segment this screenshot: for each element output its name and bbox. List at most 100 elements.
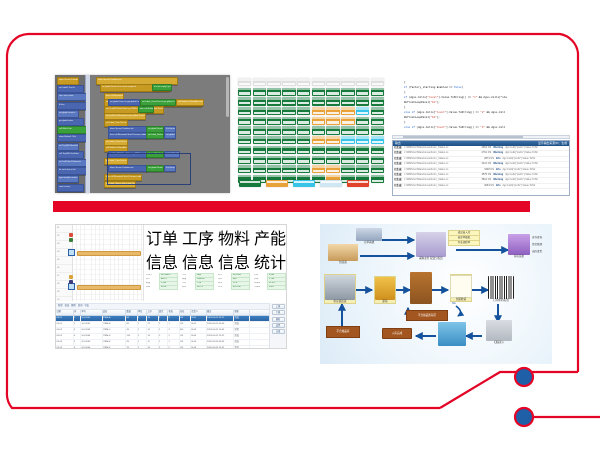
output-log-row[interactable]: 已生成 C:\WMS\src\Warehouse\Form_Status.cs 31…: [393, 162, 569, 168]
data-grid-cell[interactable]: 2024-05-02 13:22: [207, 334, 234, 339]
data-grid-cell[interactable]: 1: [159, 340, 168, 345]
data-grid-cell[interactable]: ITEM-B: [103, 322, 126, 327]
status-grid-cell[interactable]: [341, 165, 355, 174]
gantt-chart[interactable]: 0102030405060708091011 订单信息订单号SO-20451客户…: [56, 225, 286, 313]
data-grid-cell[interactable]: 05-02: [56, 334, 74, 339]
flow-node-reject-store[interactable]: 不合格品库: [326, 326, 360, 338]
status-grid-cell[interactable]: [341, 97, 355, 106]
data-grid-cell[interactable]: 10: [147, 328, 159, 333]
canvas-block[interactable]: else call Notifier1.ShowAlert notice Sca…: [146, 151, 164, 158]
status-grid-cell[interactable]: [326, 136, 340, 145]
detail-form-value[interactable]: 进行中: [195, 284, 214, 290]
data-grid-side-button[interactable]: 关闭: [271, 328, 285, 334]
status-grid-cell[interactable]: [267, 116, 281, 126]
data-grid-cell[interactable]: OK: [180, 340, 191, 345]
flow-node-label-print[interactable]: 打印条码标签: [488, 276, 514, 302]
data-grid-cell[interactable]: 1: [138, 322, 147, 327]
data-grid-cell[interactable]: ITEM-F: [103, 346, 126, 348]
data-grid-toolbar-button[interactable]: 修改: [64, 305, 70, 307]
flow-node-supplier-person[interactable]: 供应商: [328, 244, 358, 264]
data-grid-cell[interactable]: OK: [180, 322, 191, 327]
flow-node-finish[interactable]: 入库完成: [382, 328, 412, 339]
data-grid-toolbar-button[interactable]: 新增: [58, 305, 63, 307]
data-grid-cell[interactable]: 2: [159, 334, 168, 339]
status-grid-cell[interactable]: [311, 126, 326, 135]
status-grid-cell[interactable]: [267, 78, 281, 87]
status-grid-cell[interactable]: [355, 87, 370, 96]
canvas-block[interactable]: then call BluetoothClient1.Connect addre…: [104, 174, 142, 181]
status-grid-cell[interactable]: [355, 97, 370, 106]
data-grid-cell[interactable]: 14: [147, 334, 159, 339]
status-grid-cell[interactable]: [341, 155, 355, 164]
data-grid-cell[interactable]: ITEM-A: [103, 316, 126, 321]
status-grid-cell[interactable]: [282, 116, 296, 126]
data-grid-cell[interactable]: 2: [138, 334, 147, 339]
data-grid-cell[interactable]: 1: [159, 328, 168, 333]
blocks-vertical-scrollbar[interactable]: [226, 77, 229, 117]
data-grid-side-button[interactable]: 设置: [271, 322, 285, 328]
status-grid-cell[interactable]: [341, 116, 355, 126]
data-grid-cell[interactable]: SO-2046: [81, 346, 103, 348]
data-grid-side-buttons[interactable]: 上移 下移 刷新 设置 关闭: [269, 303, 286, 348]
code-horizontal-scrollbar[interactable]: [392, 135, 570, 139]
status-grid-cell[interactable]: [296, 126, 311, 135]
data-grid-row[interactable]: 05-03 6 SO-2046 ITEM-F 70 1 10 2 2 OK B-06 2024-05-…: [56, 346, 286, 348]
canvas-block[interactable]: set global ScanList to create empty list: [146, 165, 164, 172]
status-grid-cell[interactable]: [311, 136, 326, 145]
status-grid-cell[interactable]: [341, 126, 355, 135]
flow-node-receive-carton[interactable]: [410, 272, 432, 304]
status-grid-cell[interactable]: [252, 145, 267, 155]
output-log-row[interactable]: 已生成 C:\WMS\src\Warehouse\Form_Status.cs 35…: [393, 173, 569, 179]
data-grid-cell[interactable]: 1: [168, 340, 180, 345]
status-grid-panel[interactable]: [236, 78, 386, 195]
status-grid-cell[interactable]: [370, 97, 384, 106]
status-grid-cell[interactable]: [370, 107, 384, 116]
status-grid-cell[interactable]: [267, 87, 281, 96]
gantt-node-marker[interactable]: [68, 249, 75, 256]
status-grid-cell[interactable]: [296, 116, 311, 126]
flyout-block[interactable]: call Clock1.Now: [57, 93, 89, 102]
data-grid-cell[interactable]: 05-02: [56, 328, 74, 333]
code-editor-panel[interactable]: { if (factory_starting.Enabled == false)…: [392, 78, 570, 196]
status-grid-cell[interactable]: [311, 174, 326, 184]
data-grid-cell[interactable]: 12: [147, 322, 159, 327]
flyout-block[interactable]: set ListPicker1.Elements: [57, 159, 89, 167]
status-grid-cell[interactable]: [326, 97, 340, 106]
data-grid-cell[interactable]: 10: [147, 316, 159, 321]
status-grid-cell[interactable]: [355, 136, 370, 145]
data-grid-column-header[interactable]: 序: [74, 310, 81, 315]
data-grid-cell[interactable]: B-04: [191, 334, 207, 339]
data-grid-cell[interactable]: 2024-05-01 08:12: [207, 316, 234, 321]
status-grid-cell[interactable]: [311, 155, 326, 164]
status-grid-cell[interactable]: [326, 165, 340, 174]
flyout-block[interactable]: close screen: [57, 183, 84, 192]
status-grid-cell[interactable]: [341, 107, 355, 116]
data-grid-column-header[interactable]: 更新: [234, 310, 250, 315]
data-grid-column-header[interactable]: 数量: [126, 310, 138, 315]
flyout-block[interactable]: set Label1.Text to: [57, 85, 84, 94]
flow-node-unload[interactable]: 卸货: [374, 276, 396, 304]
data-grid-cell[interactable]: 4: [74, 334, 81, 339]
status-grid-cell[interactable]: [296, 78, 311, 87]
output-log-rows[interactable]: 已生成 C:\WMS\src\Warehouse\Form_Status.cs 22…: [393, 146, 569, 195]
data-grid-cell[interactable]: 2: [159, 346, 168, 348]
data-grid-cell[interactable]: 完成: [234, 340, 250, 345]
canvas-block[interactable]: else call Notifier1.ShowAlert notice Sca…: [138, 106, 154, 113]
flow-node-reject-area[interactable]: 不合格品暂存区: [406, 310, 448, 321]
detail-form-group[interactable]: 物料信息 料号 MT-0931 库存 860 单位 PCS 仓位 B-12-04: [218, 225, 250, 290]
status-grid-cell[interactable]: [355, 116, 370, 126]
status-grid-cell[interactable]: [341, 136, 355, 145]
data-grid-cell[interactable]: SO-2043: [81, 328, 103, 333]
data-grid-cell[interactable]: OK: [180, 316, 191, 321]
status-grid-cell[interactable]: [267, 107, 281, 116]
status-grid-cell[interactable]: [267, 145, 281, 155]
data-grid-cell[interactable]: 完成: [234, 346, 250, 348]
status-grid-cell[interactable]: [282, 107, 296, 116]
flyout-block[interactable]: call Web1.Get: [57, 126, 89, 135]
data-grid-cell[interactable]: 2024-05-03 08:55: [207, 340, 234, 345]
data-grid-cell[interactable]: 1: [138, 346, 147, 348]
flow-node-scan-in[interactable]: 扫描录入: [486, 320, 512, 344]
data-grid-column-header[interactable]: 单号: [81, 310, 103, 315]
status-grid-cell[interactable]: [282, 165, 296, 174]
status-grid-cell[interactable]: [311, 97, 326, 106]
